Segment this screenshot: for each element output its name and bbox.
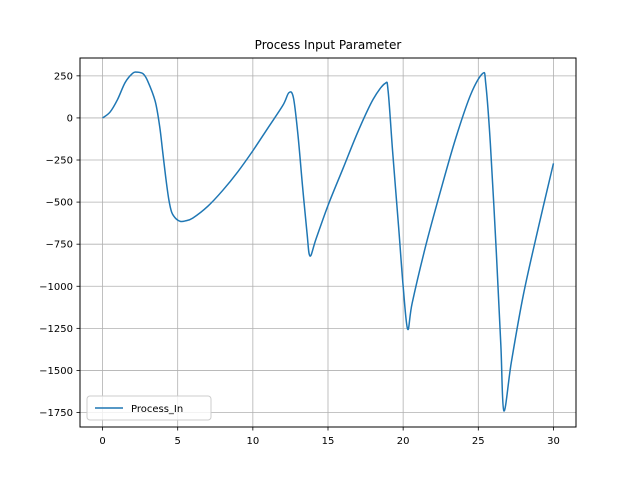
y-tick-label: −1250: [39, 324, 73, 335]
y-tick-label: 250: [54, 71, 73, 82]
x-tick-label: 20: [397, 436, 410, 447]
y-tick-label: −1500: [39, 366, 73, 377]
x-tick-label: 30: [547, 436, 560, 447]
x-tick-label: 15: [322, 436, 335, 447]
x-tick-label: 10: [246, 436, 259, 447]
legend-box: [86, 395, 212, 421]
x-tick-label: 5: [175, 436, 181, 447]
x-tick-label: 0: [99, 436, 105, 447]
x-tick-label: 25: [472, 436, 485, 447]
y-tick-label: −1000: [39, 282, 73, 293]
y-tick-label: −1750: [39, 408, 73, 419]
legend-label-process-in: Process_In: [131, 404, 183, 415]
series-line-process-in: [102, 71, 555, 412]
chart-title: Process Input Parameter: [255, 38, 402, 52]
y-tick-label: 0: [67, 113, 73, 124]
y-tick-label: −750: [46, 240, 73, 251]
y-tick-label: −500: [46, 198, 73, 209]
legend: Process_In: [86, 395, 212, 421]
series-layer: [102, 71, 555, 412]
y-tick-label: −250: [46, 156, 73, 167]
ticks: 0 5 10 15 20 25 30 250 0 −250 −500 −750 −1000 −1250 −1…: [39, 71, 560, 447]
